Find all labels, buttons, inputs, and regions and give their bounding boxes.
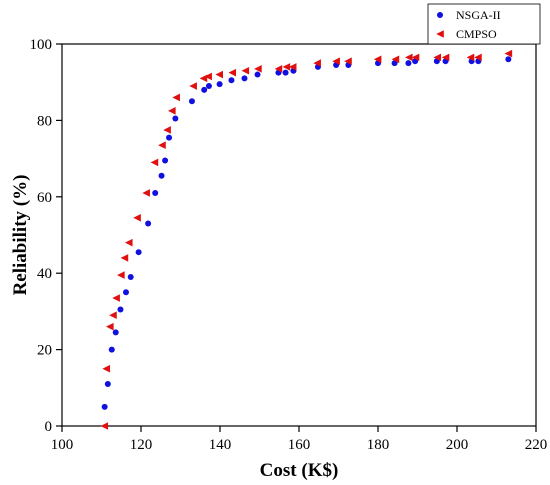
- data-point: [204, 72, 212, 81]
- y-tick-label: 60: [37, 190, 52, 206]
- data-point: [112, 294, 120, 302]
- data-point: [122, 289, 129, 296]
- y-tick-label: 100: [30, 37, 53, 53]
- y-tick-label: 80: [37, 113, 52, 129]
- data-point: [504, 49, 513, 58]
- data-point: [189, 82, 197, 90]
- plot-frame: [61, 43, 537, 427]
- x-axis-title: Cost (K$): [260, 460, 339, 481]
- data-point: [433, 53, 442, 62]
- data-point: [215, 70, 224, 79]
- y-tick-label: 40: [37, 266, 52, 282]
- y-tick-label: 0: [45, 419, 53, 435]
- data-point: [188, 98, 195, 105]
- data-point: [405, 60, 412, 67]
- data-point: [133, 214, 141, 222]
- data-point: [216, 81, 223, 88]
- data-point: [101, 403, 108, 410]
- data-point: [163, 126, 171, 134]
- x-tick-label: 140: [209, 437, 232, 453]
- series-nsga-ii: [101, 56, 512, 410]
- data-point: [205, 83, 212, 90]
- data-point: [162, 157, 169, 164]
- data-point: [405, 53, 413, 62]
- data-point: [145, 220, 152, 227]
- data-point: [102, 364, 111, 373]
- x-tick-label: 100: [51, 437, 74, 453]
- data-point: [142, 189, 150, 197]
- legend-marker: [436, 30, 444, 38]
- x-tick-label: 120: [130, 437, 153, 453]
- data-point: [172, 93, 180, 102]
- series-cmpso: [100, 49, 513, 430]
- y-axis-title: Reliability (%): [10, 175, 31, 296]
- data-point: [254, 65, 262, 73]
- data-point: [411, 53, 420, 62]
- data-point: [150, 158, 159, 167]
- data-point: [313, 59, 321, 67]
- data-point: [168, 107, 176, 115]
- legend: NSGA-II CMPSO: [427, 3, 541, 45]
- data-point: [100, 422, 109, 430]
- data-point: [241, 66, 250, 75]
- x-tick-label: 200: [446, 437, 469, 453]
- data-point: [373, 55, 382, 64]
- data-point: [135, 249, 142, 256]
- data-point: [152, 189, 159, 196]
- data-point: [474, 53, 482, 62]
- data-point: [344, 57, 352, 65]
- data-point: [105, 322, 114, 331]
- data-point: [108, 346, 115, 353]
- legend-box: [427, 3, 541, 45]
- data-point: [104, 380, 111, 387]
- x-tick-label: 160: [288, 437, 311, 453]
- data-point: [172, 115, 179, 122]
- data-point: [158, 141, 166, 150]
- data-point: [112, 329, 119, 336]
- data-point: [201, 86, 208, 93]
- data-point: [282, 69, 289, 76]
- data-point: [109, 311, 117, 320]
- data-point: [117, 271, 125, 279]
- data-point: [120, 254, 129, 262]
- data-point: [441, 53, 450, 62]
- data-point: [505, 56, 512, 63]
- data-point: [332, 57, 340, 65]
- x-axis: 100 120 140 160 180 200 220: [51, 426, 548, 453]
- data-point: [391, 55, 400, 64]
- x-tick-label: 220: [525, 437, 548, 453]
- data-point: [158, 172, 165, 179]
- legend-label: CMPSO: [456, 27, 497, 41]
- legend-label: NSGA-II: [456, 8, 501, 22]
- data-point: [228, 68, 237, 77]
- data-point: [466, 53, 475, 62]
- data-point: [127, 274, 134, 281]
- data-point: [228, 77, 235, 84]
- plot-area: [61, 43, 537, 430]
- x-tick-label: 180: [367, 437, 390, 453]
- data-point: [282, 63, 291, 71]
- data-point: [117, 306, 124, 313]
- data-point: [391, 60, 398, 67]
- data-point: [274, 65, 283, 73]
- legend-marker: [437, 12, 443, 18]
- y-tick-label: 20: [37, 343, 52, 359]
- data-point: [124, 238, 133, 247]
- data-point: [288, 63, 297, 71]
- data-point: [166, 134, 173, 141]
- data-point: [241, 75, 248, 82]
- y-axis: 0 20 40 60 80 100: [30, 37, 62, 435]
- data-point: [254, 71, 261, 78]
